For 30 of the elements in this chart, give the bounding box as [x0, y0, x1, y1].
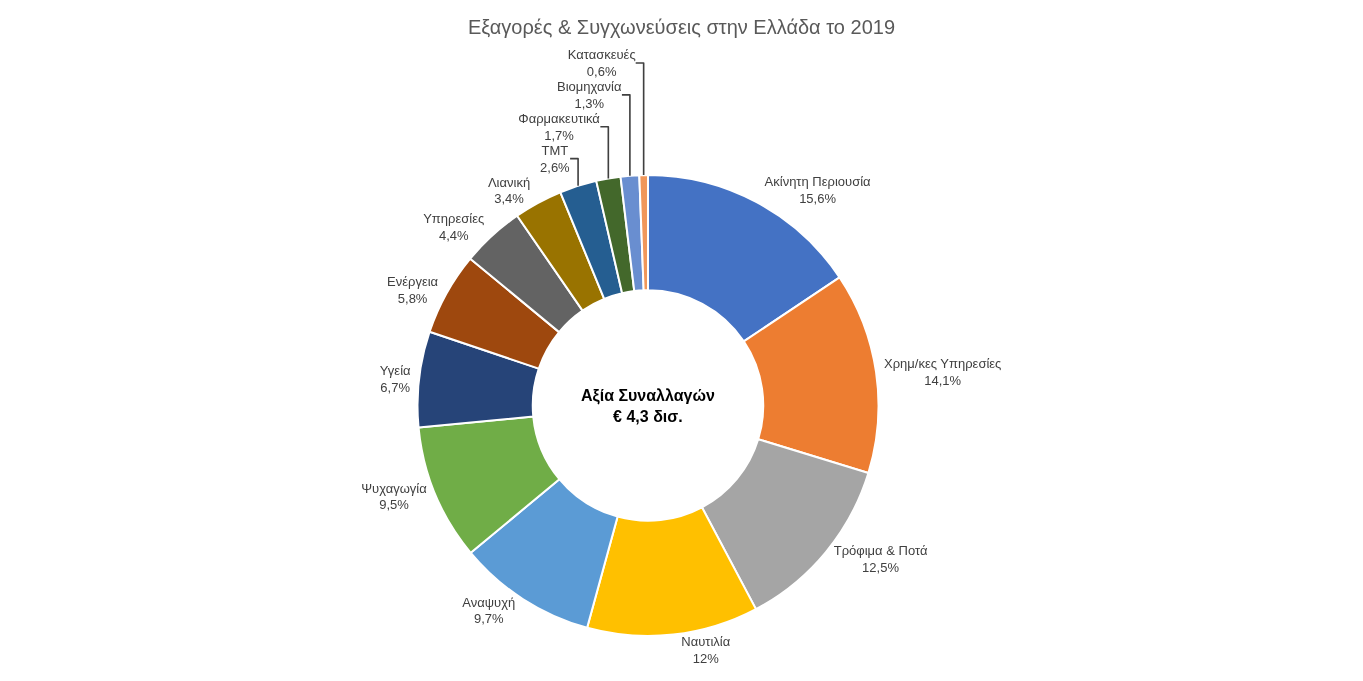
text: Αξία Συναλλαγών € 4,3 δισ.: [581, 387, 715, 425]
slice-label: Υπηρεσίες: [423, 211, 485, 226]
slice-label: Λιανική: [487, 174, 531, 190]
data-label: 12,5%: [862, 559, 900, 575]
data-label: 15,6%: [799, 190, 837, 206]
data-label: 9,5%: [379, 497, 410, 513]
data-label: 1,3%: [574, 95, 605, 111]
data-label: 6,7%: [380, 379, 411, 395]
slice-label: Ακίνητη Περιουσία: [764, 173, 872, 189]
data-label: 4,4%: [438, 227, 469, 243]
slice-label: Υγεία: [379, 362, 412, 378]
slice-label: Κατασκευές: [567, 46, 636, 62]
slice-label: Τρόφιμα & Ποτά: [833, 542, 928, 558]
data-label: 0,6%: [586, 63, 617, 79]
data-label: 9,7%: [473, 611, 504, 627]
slice-label: Ενέργεια: [387, 273, 439, 289]
data-label: 3,4%: [494, 191, 525, 207]
data-label: 14,1%: [924, 372, 962, 388]
data-label: 5,8%: [397, 290, 428, 306]
slice-label: Ναυτιλία: [681, 634, 731, 650]
data-label: 2,6%: [540, 159, 571, 175]
slice-label: Χρημ/κες Υπηρεσίες: [884, 355, 1002, 371]
chart-title: Εξαγορές & Συγχωνεύσεις στην Ελλάδα το 2019: [467, 16, 896, 39]
slice-label: Βιομηχανία: [557, 78, 622, 94]
slice-label: TMT: [541, 142, 569, 158]
slice-label: Αναψυχή: [462, 594, 516, 610]
slice-label: Ψυχαγωγία: [361, 480, 428, 496]
data-label: 12%: [692, 651, 720, 667]
data-label: 1,7%: [544, 127, 575, 143]
slice-label: Φαρμακευτικά: [518, 110, 601, 126]
